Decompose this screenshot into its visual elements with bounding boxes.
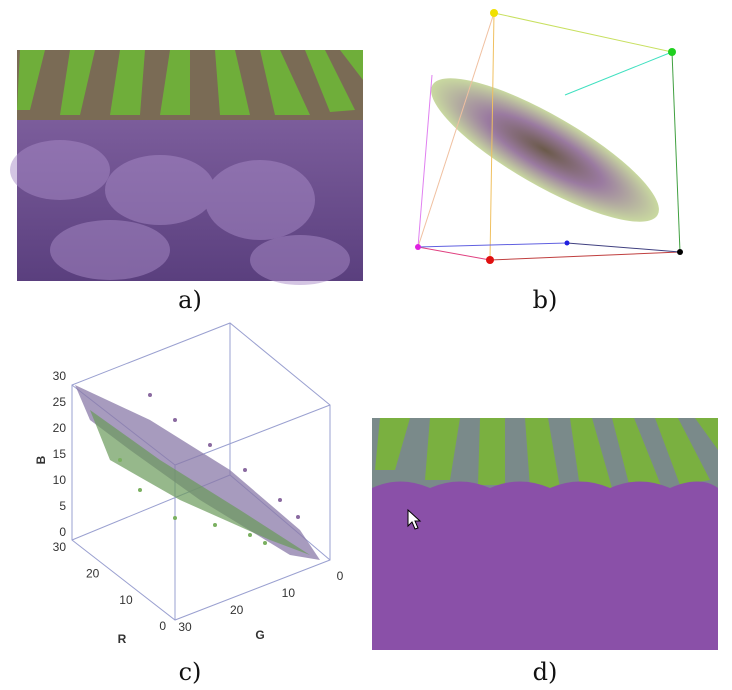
panel-label: b) (533, 286, 558, 314)
panel-label: c) (179, 658, 202, 686)
3d-plot (71, 322, 331, 621)
segmented-image (372, 418, 718, 650)
axis-label: R (118, 632, 127, 646)
tick-label: 30 (178, 620, 192, 634)
tick-label: 10 (53, 473, 67, 487)
tick-label: 0 (59, 525, 66, 539)
panel-label: a) (178, 286, 202, 314)
tick-label: 25 (53, 395, 67, 409)
tick-label: 30 (53, 540, 67, 554)
tick-label: 0 (337, 569, 344, 583)
tick-label: 15 (53, 447, 67, 461)
tick-label: 10 (282, 586, 296, 600)
rgb-cube (415, 9, 683, 264)
axis-label: B (34, 455, 48, 464)
tick-label: 5 (59, 499, 66, 513)
photo-lavender (10, 50, 363, 285)
tick-label: 0 (159, 619, 166, 633)
panel-label: d) (533, 658, 558, 686)
axis-label: G (255, 628, 264, 642)
tick-label: 30 (53, 369, 67, 383)
tick-label: 10 (119, 593, 133, 607)
tick-label: 20 (230, 603, 244, 617)
tick-label: 20 (86, 567, 100, 581)
tick-label: 20 (53, 421, 67, 435)
